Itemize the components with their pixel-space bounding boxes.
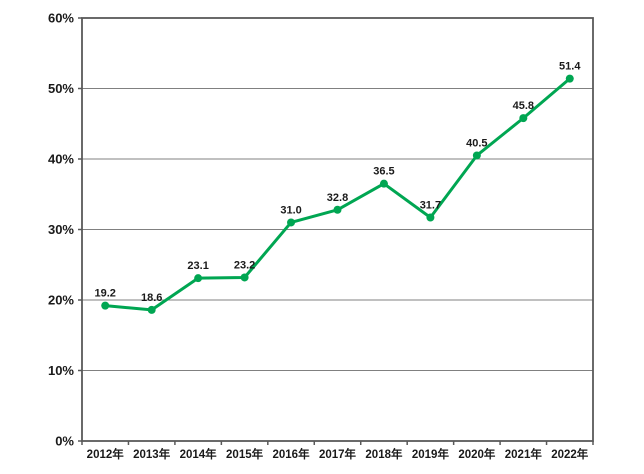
y-tick-label: 60% — [48, 11, 74, 26]
data-label: 32.8 — [327, 192, 348, 204]
data-point — [240, 273, 249, 282]
y-tick-label: 20% — [48, 293, 74, 308]
data-point — [565, 74, 574, 83]
data-point — [194, 274, 203, 283]
x-tick-label: 2014年 — [180, 447, 218, 461]
data-point — [519, 114, 528, 123]
data-point — [426, 213, 435, 222]
data-label: 23.2 — [234, 259, 255, 271]
data-point — [472, 151, 481, 160]
y-tick-label: 50% — [48, 81, 74, 96]
x-tick-label: 2017年 — [319, 447, 357, 461]
markers-group — [101, 74, 574, 314]
data-label: 31.7 — [420, 200, 441, 212]
y-tick-label: 30% — [48, 222, 74, 237]
x-tick-label: 2020年 — [458, 447, 496, 461]
data-label: 45.8 — [513, 100, 534, 112]
x-tick-label: 2016年 — [272, 447, 310, 461]
axis-ticks-group — [78, 17, 594, 445]
data-label: 23.1 — [187, 260, 208, 272]
data-label: 18.6 — [141, 292, 162, 304]
gridlines-group — [82, 88, 593, 371]
data-point — [287, 218, 296, 227]
data-point — [333, 205, 342, 214]
data-label: 19.2 — [95, 288, 116, 300]
x-tick-label: 2018年 — [365, 447, 403, 461]
data-label: 40.5 — [466, 137, 487, 149]
data-labels-group: 19.2 18.6 23.1 23.2 31.0 32.8 36.5 31.7 40.5 45.8… — [95, 61, 582, 304]
y-tick-label: 40% — [48, 152, 74, 167]
y-tick-label: 10% — [48, 363, 74, 378]
x-axis-labels-group: 2012年 2013年 2014年 2015年 2016年 2017年 2018年 2019年… — [87, 447, 589, 461]
data-label: 31.0 — [280, 204, 301, 216]
y-tick-label: 0% — [55, 434, 74, 449]
x-tick-label: 2019年 — [412, 447, 450, 461]
data-point — [379, 179, 388, 188]
data-point — [101, 301, 110, 310]
x-tick-label: 2012年 — [87, 447, 125, 461]
y-axis-labels-group: 0% 10% 20% 30% 40% 50% 60% — [48, 11, 74, 449]
x-tick-label: 2013年 — [133, 447, 171, 461]
x-tick-label: 2015年 — [226, 447, 264, 461]
data-label: 51.4 — [559, 61, 581, 73]
data-label: 36.5 — [373, 166, 394, 178]
data-point — [147, 305, 156, 314]
x-tick-label: 2021年 — [505, 447, 543, 461]
x-tick-label: 2022年 — [551, 447, 589, 461]
